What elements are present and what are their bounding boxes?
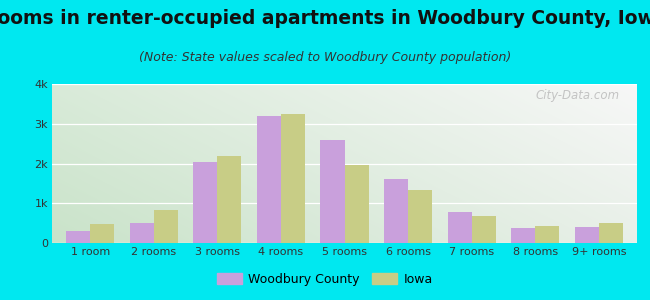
Bar	[320, 140, 344, 243]
Bar	[281, 114, 305, 243]
Text: City-Data.com: City-Data.com	[536, 89, 619, 102]
Bar	[193, 161, 217, 243]
Bar	[511, 228, 535, 243]
Legend: Woodbury County, Iowa: Woodbury County, Iowa	[212, 268, 438, 291]
Bar	[217, 155, 242, 243]
Bar	[66, 232, 90, 243]
Bar	[535, 226, 560, 243]
Text: (Note: State values scaled to Woodbury County population): (Note: State values scaled to Woodbury C…	[139, 51, 511, 64]
Bar	[257, 116, 281, 243]
Bar	[599, 223, 623, 243]
Bar	[408, 190, 432, 243]
Bar	[129, 223, 154, 243]
Bar	[447, 212, 472, 243]
Bar	[384, 179, 408, 243]
Bar	[344, 166, 369, 243]
Text: Rooms in renter-occupied apartments in Woodbury County, Iowa: Rooms in renter-occupied apartments in W…	[0, 9, 650, 28]
Bar	[154, 210, 178, 243]
Bar	[90, 224, 114, 243]
Bar	[575, 227, 599, 243]
Bar	[472, 216, 496, 243]
